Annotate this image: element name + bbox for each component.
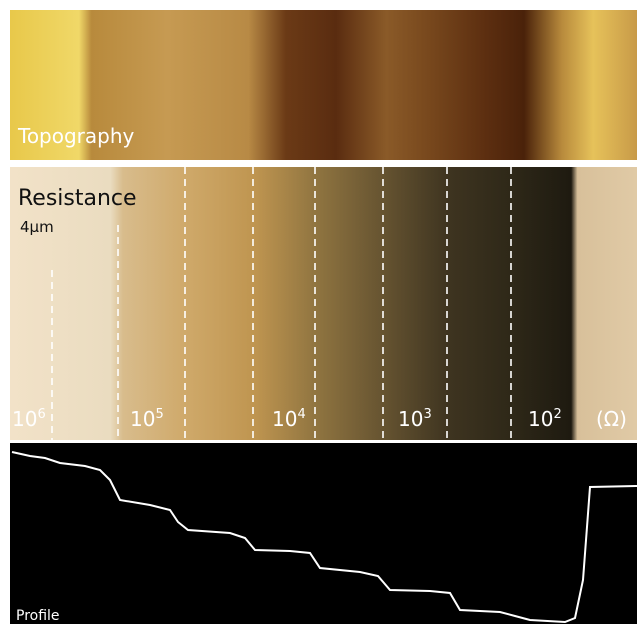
base: 10 [398,407,423,431]
unit-label: (Ω) [596,407,627,431]
exponent: 4 [297,407,305,422]
base: 10 [272,407,297,431]
topography-label: Topography [17,124,135,148]
resistance-label: Resistance [18,186,137,211]
exponent: 6 [37,407,45,422]
exponent: 5 [155,407,163,422]
base: 10 [528,407,553,431]
exponent: 3 [423,407,431,422]
exponent: 2 [553,407,561,422]
base: 10 [12,407,37,431]
figure: Topography Resistance 4μm 10610510410310… [0,0,637,624]
profile-label: Profile [16,608,60,624]
base: 10 [130,407,155,431]
profile-panel [10,443,637,624]
scale-label: 4μm [20,218,54,236]
